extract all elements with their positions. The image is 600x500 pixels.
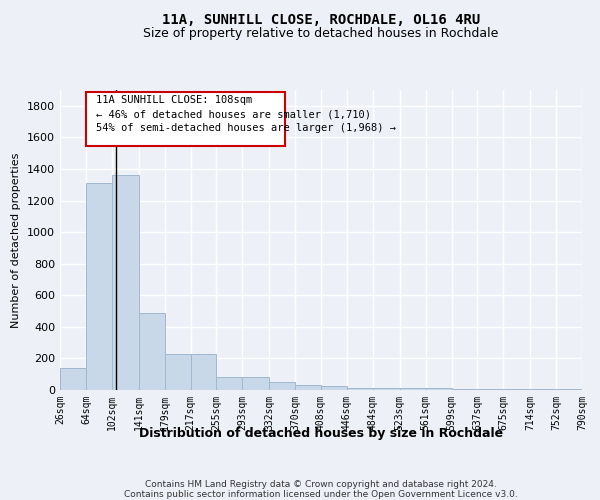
Bar bbox=[86, 183, 112, 390]
Bar bbox=[60, 368, 86, 390]
Text: Contains HM Land Registry data © Crown copyright and database right 2024.: Contains HM Land Registry data © Crown c… bbox=[145, 480, 497, 489]
Bar bbox=[530, 389, 556, 390]
Bar bbox=[478, 388, 503, 390]
Bar bbox=[452, 388, 478, 390]
Bar bbox=[295, 386, 321, 390]
Bar bbox=[139, 312, 164, 390]
Bar bbox=[164, 354, 191, 390]
Bar bbox=[373, 388, 400, 390]
Bar bbox=[242, 376, 269, 390]
Bar bbox=[217, 376, 242, 390]
FancyBboxPatch shape bbox=[86, 92, 285, 146]
Bar bbox=[112, 176, 139, 390]
Bar bbox=[425, 388, 452, 390]
Bar bbox=[400, 388, 425, 390]
Text: Contains public sector information licensed under the Open Government Licence v3: Contains public sector information licen… bbox=[124, 490, 518, 499]
Bar bbox=[321, 386, 347, 390]
Text: Distribution of detached houses by size in Rochdale: Distribution of detached houses by size … bbox=[139, 428, 503, 440]
Bar bbox=[556, 389, 582, 390]
Bar bbox=[503, 389, 530, 390]
Y-axis label: Number of detached properties: Number of detached properties bbox=[11, 152, 22, 328]
Bar bbox=[269, 382, 295, 390]
Bar bbox=[191, 354, 217, 390]
Text: Size of property relative to detached houses in Rochdale: Size of property relative to detached ho… bbox=[143, 28, 499, 40]
Text: 11A, SUNHILL CLOSE, ROCHDALE, OL16 4RU: 11A, SUNHILL CLOSE, ROCHDALE, OL16 4RU bbox=[162, 12, 480, 26]
Text: 11A SUNHILL CLOSE: 108sqm
← 46% of detached houses are smaller (1,710)
54% of se: 11A SUNHILL CLOSE: 108sqm ← 46% of detac… bbox=[97, 96, 397, 134]
Bar bbox=[347, 388, 373, 390]
